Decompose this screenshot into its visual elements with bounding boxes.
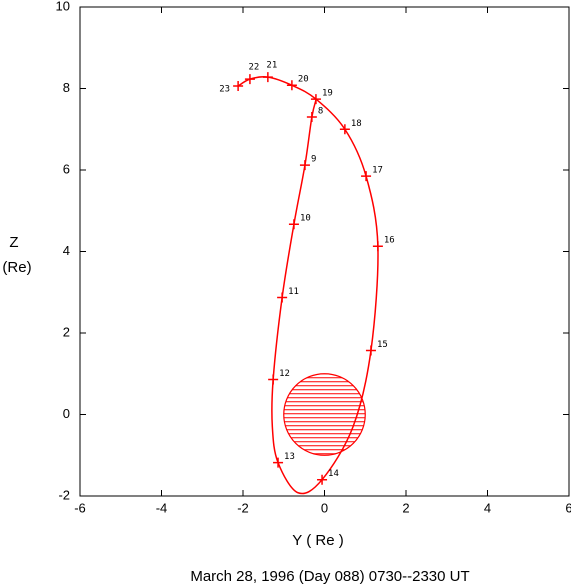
hour-label: 16 [384, 236, 395, 246]
hour-label: 20 [298, 75, 309, 85]
x-tick-label: -4 [156, 500, 168, 515]
x-tick-label: -6 [74, 500, 86, 515]
hour-marker [299, 160, 310, 171]
hour-marker [262, 72, 273, 83]
plot-frame [79, 6, 570, 497]
hour-label: 17 [372, 166, 383, 176]
hour-marker [273, 457, 284, 468]
hour-marker [306, 112, 317, 123]
hour-marker [310, 94, 321, 105]
x-tick-label: 0 [321, 500, 328, 515]
hour-label: 10 [300, 214, 311, 224]
y-tick-label: -2 [58, 487, 70, 502]
hour-marker [288, 219, 299, 230]
x-tick-label: -2 [237, 500, 249, 515]
x-tick-label: 4 [484, 500, 491, 515]
y-tick-label: 0 [63, 406, 70, 421]
y-tick-label: 6 [63, 161, 70, 176]
y-axis-label: (Re) [2, 259, 31, 276]
hour-label: 18 [351, 119, 362, 129]
hour-label: 19 [322, 89, 333, 99]
earth [283, 373, 366, 456]
hour-marker [372, 241, 383, 252]
hour-marker [286, 80, 297, 91]
orbit-line [237, 76, 379, 495]
hour-marker [277, 292, 288, 303]
hour-marker [244, 74, 255, 85]
hour-marker [339, 124, 350, 135]
hour-label: 23 [219, 85, 230, 95]
y-tick-label: 8 [63, 80, 70, 95]
hour-marker [268, 374, 279, 385]
y-tick-label: 4 [63, 243, 70, 258]
hour-label: 21 [266, 61, 277, 71]
hour-label: 8 [318, 107, 323, 117]
y-tick-label: 2 [63, 324, 70, 339]
x-axis-label: Y ( Re ) [292, 532, 343, 549]
chart-title: March 28, 1996 (Day 088) 0730--2330 UT [190, 568, 469, 585]
hour-label: 11 [288, 287, 299, 297]
hour-marker [365, 345, 376, 356]
y-axis-label: Z [9, 234, 18, 251]
hour-label: 15 [377, 340, 388, 350]
hour-marker [317, 474, 328, 485]
x-tick-label: 2 [402, 500, 409, 515]
hour-label: 22 [249, 63, 260, 73]
hour-label: 12 [279, 369, 290, 379]
hour-label: 14 [328, 469, 339, 479]
x-tick-label: 6 [565, 500, 571, 515]
hour-label: 9 [311, 155, 316, 165]
hour-marker [361, 171, 372, 182]
hour-label: 13 [284, 452, 295, 462]
y-tick-label: 10 [56, 0, 70, 13]
hour-marker [233, 81, 244, 92]
